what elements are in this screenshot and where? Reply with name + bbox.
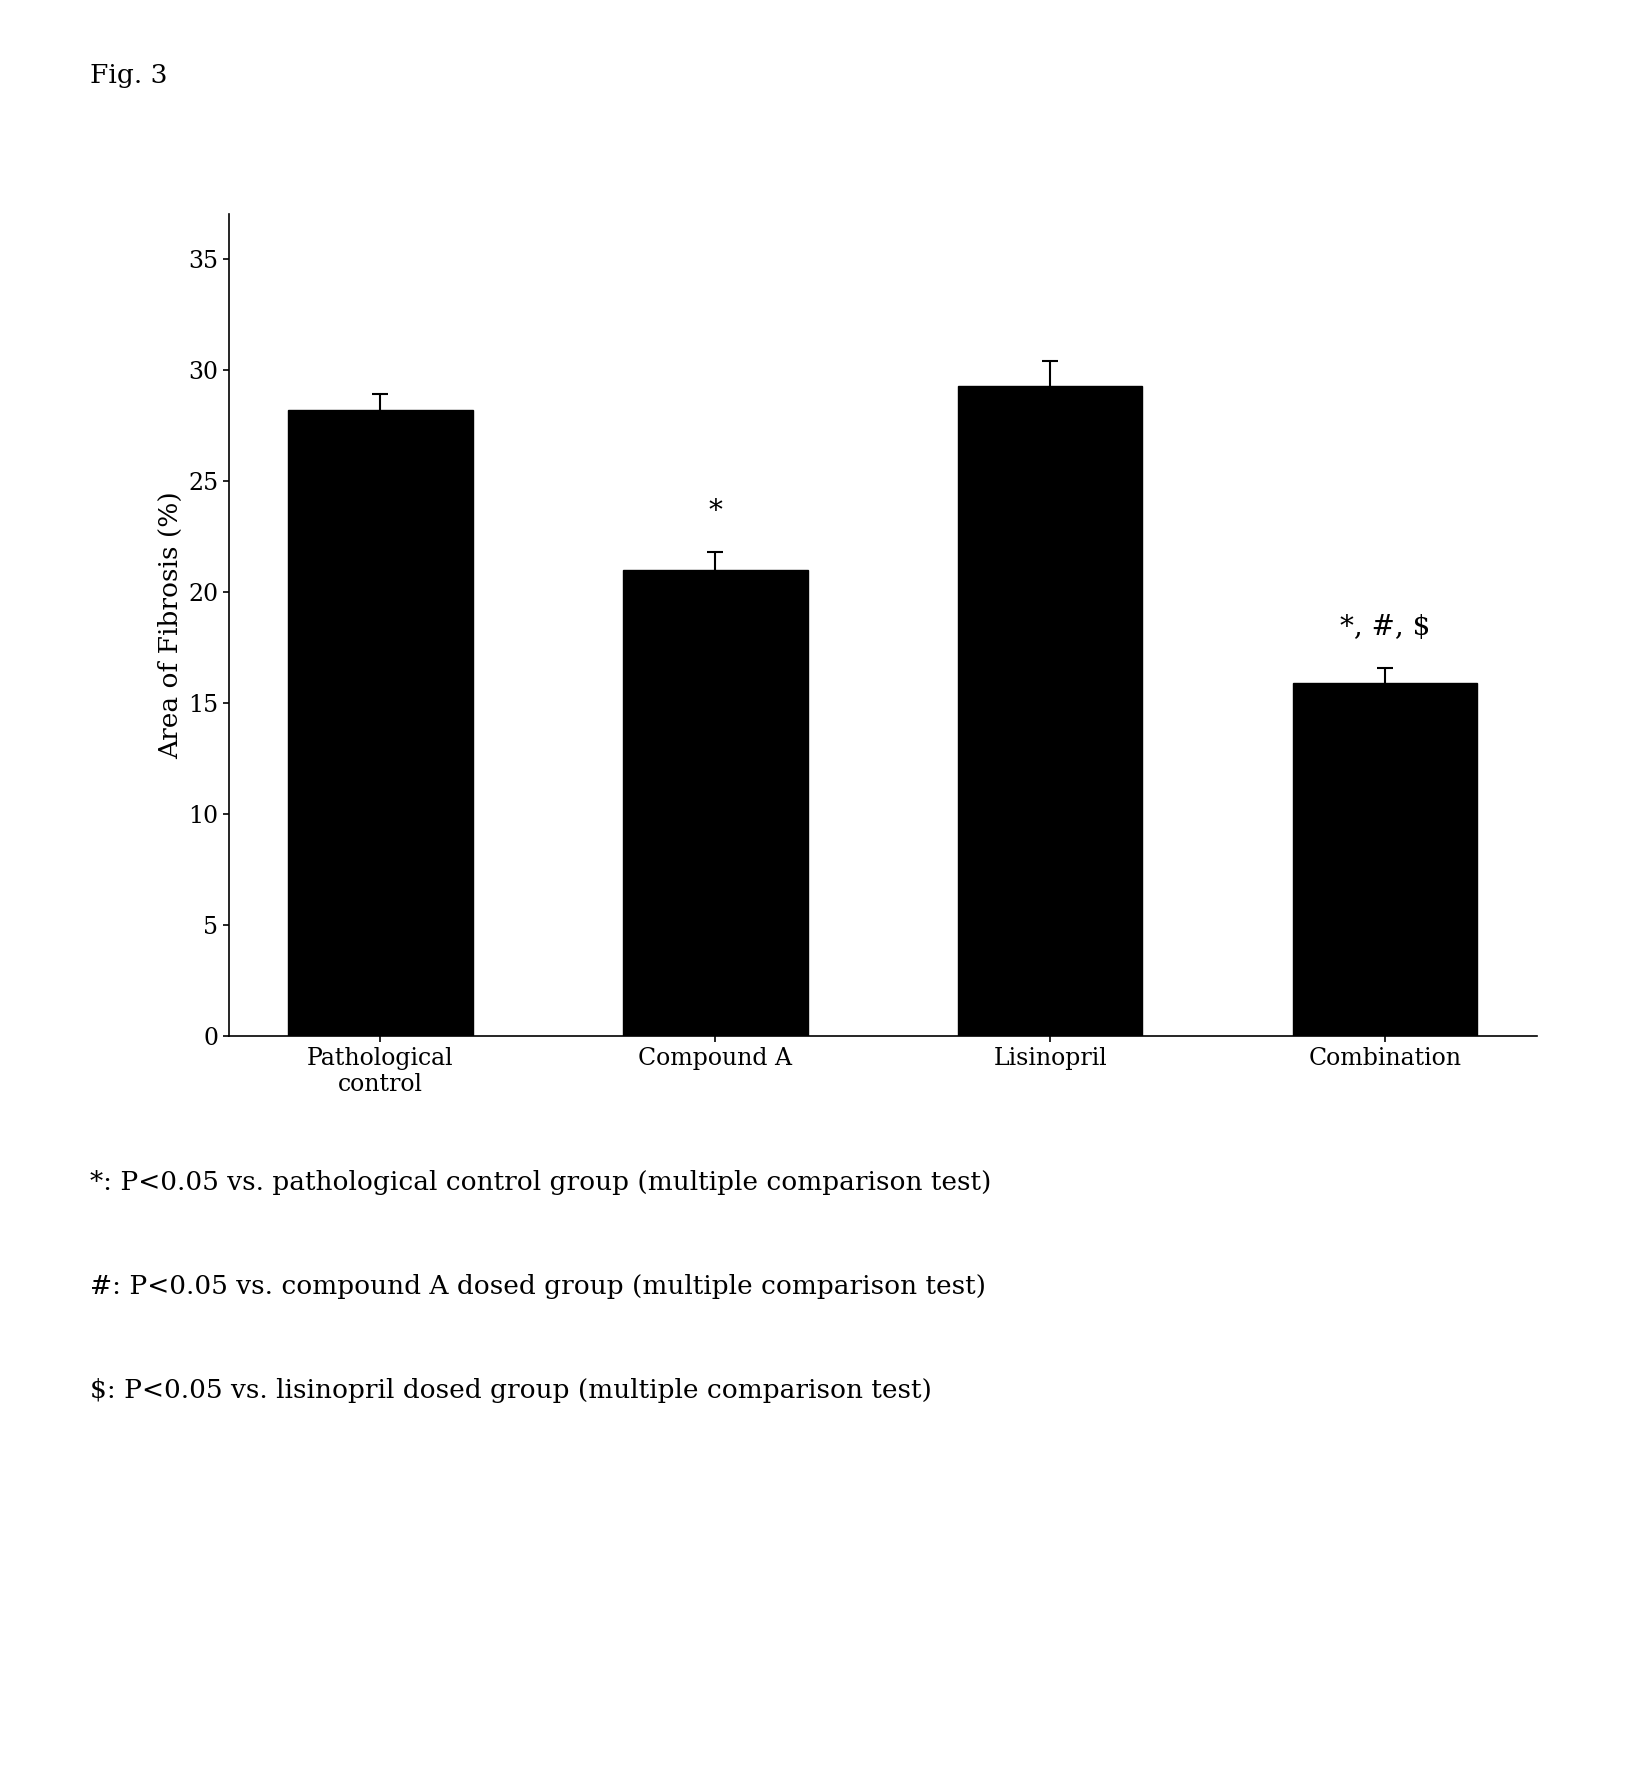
Text: *, #, $: *, #, $ [1341,615,1431,642]
Text: #: P<0.05 vs. compound A dosed group (multiple comparison test): #: P<0.05 vs. compound A dosed group (mu… [90,1274,986,1299]
Bar [288,409,473,1036]
Bar [958,386,1143,1036]
Bar [1293,683,1478,1036]
Bar [623,570,808,1036]
Text: *: P<0.05 vs. pathological control group (multiple comparison test): *: P<0.05 vs. pathological control group… [90,1170,991,1196]
Text: $: P<0.05 vs. lisinopril dosed group (multiple comparison test): $: P<0.05 vs. lisinopril dosed group (mu… [90,1378,932,1403]
Text: Fig. 3: Fig. 3 [90,63,167,88]
Text: *: * [708,499,723,525]
Y-axis label: Area of Fibrosis (%): Area of Fibrosis (%) [159,491,183,759]
